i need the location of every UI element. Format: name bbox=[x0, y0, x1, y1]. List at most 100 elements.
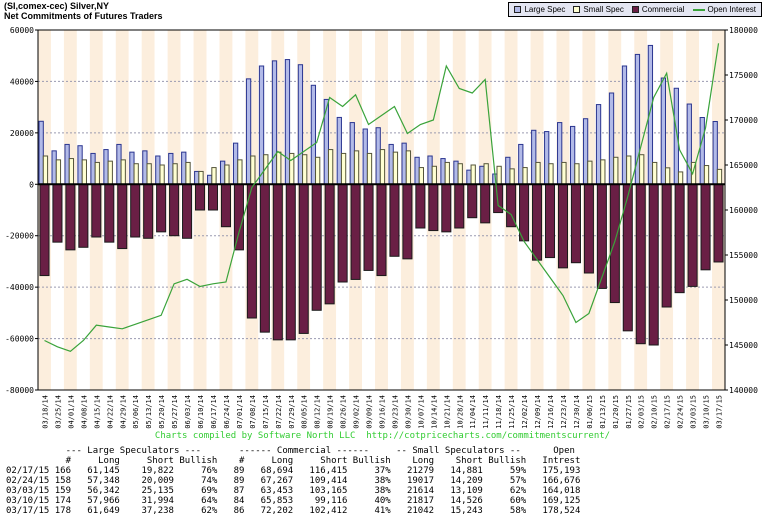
legend-item-small-spec: Small Spec bbox=[573, 5, 624, 14]
svg-text:05/27/14: 05/27/14 bbox=[171, 395, 179, 429]
futures-chart: 60000 40000 20000 0 -20000 -40000 -60000 -80000… bbox=[5, 26, 758, 429]
svg-text:06/03/14: 06/03/14 bbox=[184, 395, 192, 429]
large-spec-swatch-icon bbox=[514, 6, 522, 13]
svg-text:08/12/14: 08/12/14 bbox=[314, 395, 322, 429]
svg-text:06/24/14: 06/24/14 bbox=[223, 395, 231, 429]
table-row: 02/24/15 158 57,348 20,009 74% 89 67,267… bbox=[6, 476, 581, 486]
svg-text:08/19/14: 08/19/14 bbox=[327, 395, 335, 429]
svg-text:04/15/14: 04/15/14 bbox=[93, 395, 101, 429]
svg-text:03/18/14: 03/18/14 bbox=[41, 395, 49, 429]
credit-caption: Charts compiled by Software North LLC ht… bbox=[154, 431, 611, 441]
legend-label-large-spec: Large Spec bbox=[524, 5, 566, 14]
table-column-header-row: # Long Short Bullish # Long Short Bullis… bbox=[6, 456, 581, 466]
svg-text:10/14/14: 10/14/14 bbox=[430, 395, 438, 429]
svg-text:01/06/15: 01/06/15 bbox=[586, 395, 594, 429]
x-axis-labels: 03/18/14 03/25/14 04/01/14 04/08/14 04/15/14… bbox=[41, 395, 723, 429]
svg-text:12/16/14: 12/16/14 bbox=[547, 395, 555, 429]
svg-text:01/27/15: 01/27/15 bbox=[625, 395, 633, 429]
svg-text:09/16/14: 09/16/14 bbox=[379, 395, 387, 429]
svg-text:05/13/14: 05/13/14 bbox=[145, 395, 153, 429]
svg-text:150000: 150000 bbox=[729, 296, 758, 305]
svg-text:20000: 20000 bbox=[10, 129, 34, 138]
commercial-swatch-icon bbox=[631, 6, 639, 13]
svg-text:07/08/14: 07/08/14 bbox=[249, 395, 257, 429]
svg-text:07/29/14: 07/29/14 bbox=[288, 395, 296, 429]
svg-text:03/03/15: 03/03/15 bbox=[690, 395, 698, 429]
chart-subtitle: Net Commitments of Futures Traders bbox=[4, 11, 163, 21]
legend-item-open-interest: Open Interest bbox=[692, 5, 756, 14]
svg-text:140000: 140000 bbox=[729, 386, 758, 395]
svg-text:-20000: -20000 bbox=[5, 232, 34, 241]
svg-text:10/07/14: 10/07/14 bbox=[417, 395, 425, 429]
svg-text:06/10/14: 06/10/14 bbox=[197, 395, 205, 429]
table-row: 03/03/15 159 56,342 25,135 69% 87 63,453… bbox=[6, 486, 581, 496]
cot-data-table: --- Large Speculators --- ------ Commerc… bbox=[6, 446, 580, 516]
svg-text:165000: 165000 bbox=[729, 161, 758, 170]
svg-text:04/22/14: 04/22/14 bbox=[106, 395, 114, 429]
open-interest-line bbox=[44, 43, 720, 352]
svg-text:12/09/14: 12/09/14 bbox=[534, 395, 542, 429]
svg-text:01/13/15: 01/13/15 bbox=[599, 395, 607, 429]
svg-text:02/03/15: 02/03/15 bbox=[638, 395, 646, 429]
svg-text:155000: 155000 bbox=[729, 251, 758, 260]
chart-title: (SI,comex-cec) Silver,NY bbox=[4, 1, 110, 11]
svg-text:180000: 180000 bbox=[729, 26, 758, 35]
table-row: 02/17/15 166 61,145 19,822 76% 89 68,694… bbox=[6, 466, 581, 476]
svg-text:02/24/15: 02/24/15 bbox=[677, 395, 685, 429]
svg-text:60000: 60000 bbox=[10, 26, 34, 35]
svg-text:10/28/14: 10/28/14 bbox=[456, 395, 464, 429]
svg-text:05/20/14: 05/20/14 bbox=[158, 395, 166, 429]
svg-text:10/21/14: 10/21/14 bbox=[443, 395, 451, 429]
svg-text:02/10/15: 02/10/15 bbox=[651, 395, 659, 429]
svg-text:11/04/14: 11/04/14 bbox=[469, 395, 477, 429]
svg-text:07/15/14: 07/15/14 bbox=[262, 395, 270, 429]
legend-label-small-spec: Small Spec bbox=[583, 5, 624, 14]
svg-text:0: 0 bbox=[29, 180, 34, 189]
svg-text:-40000: -40000 bbox=[5, 283, 34, 292]
svg-text:03/25/14: 03/25/14 bbox=[54, 395, 62, 429]
svg-text:01/20/15: 01/20/15 bbox=[612, 395, 620, 429]
legend-label-open-interest: Open Interest bbox=[707, 5, 756, 14]
table-row: 03/17/15 178 61,649 37,238 62% 86 72,202… bbox=[6, 506, 581, 516]
table-row: 03/10/15 174 57,966 31,994 64% 84 65,853… bbox=[6, 496, 581, 506]
svg-text:04/29/14: 04/29/14 bbox=[119, 395, 127, 429]
svg-text:04/08/14: 04/08/14 bbox=[80, 395, 88, 429]
svg-text:11/25/14: 11/25/14 bbox=[508, 395, 516, 429]
svg-text:12/23/14: 12/23/14 bbox=[560, 395, 568, 429]
svg-text:09/23/14: 09/23/14 bbox=[391, 395, 399, 429]
legend: Large Spec Small Spec Commercial Open In… bbox=[508, 2, 762, 17]
legend-item-commercial: Commercial bbox=[631, 5, 685, 14]
svg-text:04/01/14: 04/01/14 bbox=[67, 395, 75, 429]
small-spec-swatch-icon bbox=[573, 6, 581, 13]
svg-text:-80000: -80000 bbox=[5, 386, 34, 395]
svg-text:11/18/14: 11/18/14 bbox=[495, 395, 503, 429]
svg-text:-60000: -60000 bbox=[5, 335, 34, 344]
svg-text:03/10/15: 03/10/15 bbox=[703, 395, 711, 429]
legend-label-commercial: Commercial bbox=[641, 5, 685, 14]
commercial-bars bbox=[39, 183, 724, 346]
svg-text:08/05/14: 08/05/14 bbox=[301, 395, 309, 429]
svg-text:09/30/14: 09/30/14 bbox=[404, 395, 412, 429]
svg-text:12/30/14: 12/30/14 bbox=[573, 395, 581, 429]
svg-text:07/01/14: 07/01/14 bbox=[236, 395, 244, 429]
open-interest-line-icon bbox=[692, 8, 705, 11]
svg-text:05/06/14: 05/06/14 bbox=[132, 395, 140, 429]
svg-text:06/17/14: 06/17/14 bbox=[210, 395, 218, 429]
svg-text:09/09/14: 09/09/14 bbox=[366, 395, 374, 429]
svg-text:09/02/14: 09/02/14 bbox=[353, 395, 361, 429]
legend-item-large-spec: Large Spec bbox=[514, 5, 565, 14]
svg-text:07/22/14: 07/22/14 bbox=[275, 395, 283, 429]
svg-text:170000: 170000 bbox=[729, 116, 758, 125]
svg-text:160000: 160000 bbox=[729, 206, 758, 215]
table-group-header-row: --- Large Speculators --- ------ Commerc… bbox=[6, 446, 575, 456]
svg-text:02/17/15: 02/17/15 bbox=[664, 395, 672, 429]
right-axis-labels: 180000 175000 170000 165000 160000 155000 1500… bbox=[725, 26, 758, 395]
svg-text:145000: 145000 bbox=[729, 341, 758, 350]
svg-text:08/26/14: 08/26/14 bbox=[340, 395, 348, 429]
svg-text:11/11/14: 11/11/14 bbox=[482, 395, 490, 429]
svg-text:12/02/14: 12/02/14 bbox=[521, 395, 529, 429]
svg-text:03/17/15: 03/17/15 bbox=[716, 395, 724, 429]
svg-text:175000: 175000 bbox=[729, 71, 758, 80]
left-axis-labels: 60000 40000 20000 0 -20000 -40000 -60000 -80000 bbox=[5, 26, 38, 395]
